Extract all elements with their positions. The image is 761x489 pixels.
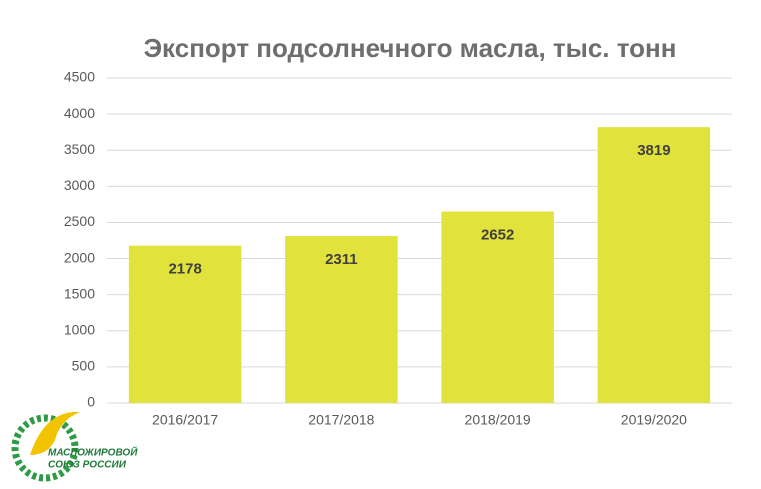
bar — [597, 127, 711, 403]
value-label: 2652 — [481, 226, 514, 243]
logo-drop — [30, 411, 80, 455]
chart-title: Экспорт подсолнечного масла, тыс. тонн — [144, 33, 677, 63]
y-tick-label: 500 — [72, 358, 96, 374]
x-tick-label: 2017/2018 — [308, 412, 374, 428]
y-tick-label: 2000 — [64, 249, 95, 265]
y-tick-label: 1000 — [64, 321, 95, 337]
logo-gear — [11, 414, 79, 482]
logo: МАСЛОЖИРОВОЙ СОЮЗ РОССИИ — [11, 411, 138, 482]
y-tick-label: 2500 — [64, 213, 95, 229]
y-tick-label: 3500 — [64, 141, 95, 157]
y-tick-label: 1500 — [64, 285, 95, 301]
y-tick-label: 3000 — [64, 177, 95, 193]
x-tick-label: 2016/2017 — [152, 412, 218, 428]
value-label: 2311 — [325, 251, 358, 268]
bar — [441, 211, 554, 403]
value-label: 2178 — [168, 261, 201, 278]
x-tick-label: 2018/2019 — [465, 412, 531, 428]
logo-line1: МАСЛОЖИРОВОЙ — [48, 446, 138, 459]
y-tick-label: 4000 — [64, 105, 95, 121]
y-tick-label: 0 — [87, 394, 95, 410]
y-tick-label: 4500 — [64, 69, 95, 85]
x-tick-label: 2019/2020 — [621, 412, 687, 428]
value-label: 3819 — [637, 142, 670, 159]
bar — [285, 236, 398, 403]
logo-line2: СОЮЗ РОССИИ — [48, 460, 127, 471]
bar — [128, 245, 242, 403]
